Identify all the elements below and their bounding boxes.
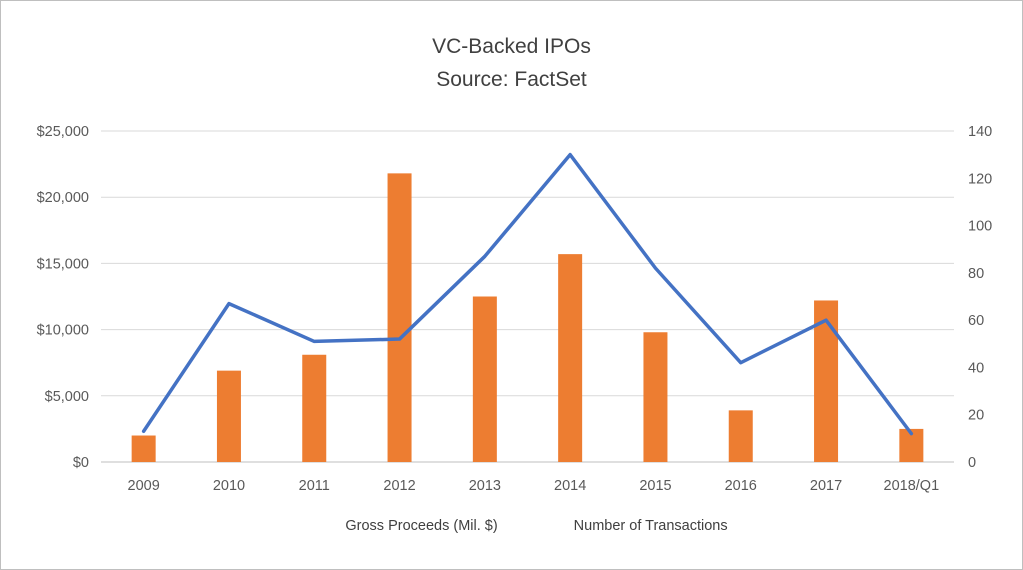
right-axis-tick: 120	[968, 171, 992, 187]
chart-title: VC-Backed IPOs Source: FactSet	[1, 31, 1022, 96]
bar-2016	[728, 410, 753, 462]
x-axis-label: 2010	[213, 478, 245, 494]
x-axis-label: 2011	[299, 478, 330, 494]
legend-item-gross-proceeds: Gross Proceeds (Mil. $)	[295, 518, 497, 534]
chart-title-line2: Source: FactSet	[436, 67, 587, 91]
left-axis-tick: $5,000	[45, 389, 89, 405]
transactions-line	[141, 152, 914, 436]
x-axis-label: 2013	[469, 478, 501, 494]
bar-2013	[472, 296, 497, 462]
left-axis-tick: $25,000	[37, 124, 89, 140]
x-axis-label: 2009	[128, 478, 160, 494]
x-axis-label: 2017	[810, 478, 842, 494]
legend: Gross Proceeds (Mil. $) Number of Transa…	[1, 518, 1022, 534]
x-axis-label: 2018/Q1	[884, 478, 940, 494]
right-axis-tick: 40	[968, 360, 984, 376]
bar-2015	[643, 332, 668, 462]
right-axis-tick: 100	[968, 219, 992, 235]
x-axis-label: 2015	[639, 478, 671, 494]
gross-proceeds-bar-swatch	[295, 520, 339, 533]
right-axis-tick: 60	[968, 313, 984, 329]
right-axis-tick: 140	[968, 124, 992, 140]
left-axis-tick: $10,000	[37, 323, 89, 339]
right-axis-tick: 0	[968, 455, 976, 471]
bar-2014	[558, 254, 583, 462]
legend-label-gross-proceeds: Gross Proceeds (Mil. $)	[345, 518, 498, 534]
chart-title-line1: VC-Backed IPOs	[432, 35, 591, 58]
left-axis-tick: $15,000	[37, 256, 89, 272]
bar-2010	[216, 370, 241, 462]
bar-2011	[302, 354, 327, 462]
left-axis-tick: $20,000	[37, 190, 89, 206]
right-axis-tick: 20	[968, 408, 984, 424]
bar-2012	[387, 173, 412, 463]
right-axis-tick: 80	[968, 266, 984, 282]
legend-label-transactions: Number of Transactions	[573, 518, 728, 534]
x-axis-label: 2014	[554, 478, 586, 494]
x-axis-label: 2012	[383, 478, 415, 494]
transactions-line-swatch	[528, 524, 572, 528]
bar-2009	[131, 435, 156, 462]
bar-2017	[814, 300, 839, 462]
x-axis-label: 2016	[725, 478, 757, 494]
legend-item-transactions: Number of Transactions	[528, 518, 728, 534]
left-axis-tick: $0	[73, 455, 89, 471]
